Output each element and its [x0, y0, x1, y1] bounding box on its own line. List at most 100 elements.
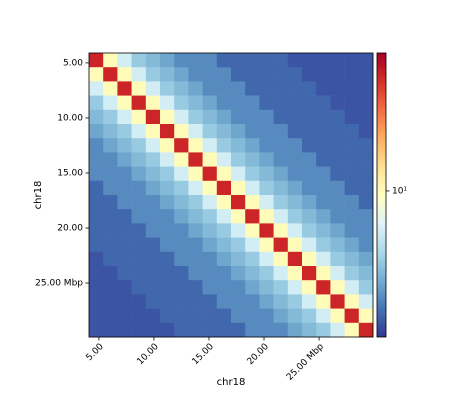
- heatmap-cell: [287, 322, 303, 338]
- heatmap-cell: [358, 209, 374, 224]
- heatmap-cell: [145, 53, 161, 68]
- heatmap-cell: [174, 152, 189, 167]
- heatmap-cell: [145, 109, 161, 125]
- heatmap-cell: [302, 124, 317, 139]
- heatmap-cell: [287, 280, 303, 295]
- heatmap-cell: [259, 95, 274, 111]
- heatmap-cell: [245, 294, 260, 309]
- heatmap-cell: [273, 152, 289, 167]
- heatmap-cell: [216, 166, 232, 182]
- heatmap-cell: [89, 81, 104, 96]
- x-tick-label: 25.00 Mbp: [285, 342, 326, 383]
- heatmap-cell: [145, 138, 161, 153]
- heatmap-cell: [160, 251, 175, 267]
- heatmap-cell: [358, 166, 374, 182]
- heatmap-cell: [202, 266, 218, 281]
- heatmap-cell: [131, 67, 147, 82]
- heatmap-cell: [302, 209, 317, 224]
- heatmap-cell: [117, 67, 132, 82]
- heatmap-cell: [103, 322, 118, 338]
- heatmap-cell: [287, 166, 303, 182]
- heatmap-cell: [103, 266, 118, 281]
- heatmap-cell: [103, 195, 118, 210]
- heatmap-cell: [202, 322, 218, 338]
- heatmap-cell: [160, 322, 175, 338]
- heatmap-cell: [358, 322, 374, 338]
- heatmap-cell: [216, 308, 232, 324]
- heatmap-cell: [344, 308, 360, 324]
- heatmap-cell: [202, 81, 218, 96]
- heatmap-cell: [231, 266, 246, 281]
- heatmap-cell: [160, 95, 175, 111]
- heatmap-cell: [117, 124, 132, 139]
- y-tick-label: 15.00: [57, 168, 83, 178]
- heatmap-cell: [259, 251, 274, 267]
- heatmap-cell: [316, 81, 331, 96]
- heatmap-cell: [202, 166, 218, 182]
- heatmap-cell: [245, 81, 260, 96]
- heatmap-cell: [358, 109, 374, 125]
- heatmap-cell: [89, 266, 104, 281]
- heatmap-cell: [287, 109, 303, 125]
- heatmap-cell: [259, 308, 274, 324]
- heatmap-cell: [316, 95, 331, 111]
- heatmap-cell: [89, 237, 104, 253]
- x-tick-label: 15.00: [191, 342, 216, 367]
- heatmap-cell: [231, 322, 246, 338]
- y-tick-label: 5.00: [63, 58, 83, 68]
- heatmap-cell: [103, 81, 118, 96]
- heatmap-cell: [202, 308, 218, 324]
- heatmap-cell: [117, 322, 132, 338]
- plot-frame: [88, 52, 374, 338]
- heatmap-cell: [330, 109, 345, 125]
- heatmap-cell: [188, 308, 203, 324]
- heatmap-cell: [89, 180, 104, 196]
- heatmap-cell: [89, 280, 104, 295]
- heatmap-cell: [103, 251, 118, 267]
- heatmap-cell: [145, 209, 161, 224]
- heatmap-cell: [188, 180, 203, 196]
- heatmap-cell: [131, 322, 147, 338]
- heatmap-cell: [89, 152, 104, 167]
- heatmap-cell: [103, 67, 118, 82]
- heatmap-cell: [358, 180, 374, 196]
- y-tick-label: 25.00 Mbp: [35, 279, 83, 289]
- heatmap-cell: [231, 166, 246, 182]
- heatmap-cell: [273, 209, 289, 224]
- heatmap-cell: [344, 294, 360, 309]
- heatmap-cell: [216, 251, 232, 267]
- x-tick-label: 20.00: [246, 342, 271, 367]
- heatmap-cell: [131, 280, 147, 295]
- heatmap-cell: [117, 195, 132, 210]
- heatmap-cell: [103, 166, 118, 182]
- heatmap-cell: [160, 195, 175, 210]
- heatmap-cell: [316, 166, 331, 182]
- heatmap-cell: [131, 152, 147, 167]
- heatmap-cell: [89, 109, 104, 125]
- x-tick-label: 5.00: [85, 342, 106, 363]
- heatmap-cell: [358, 266, 374, 281]
- heatmap-cell: [145, 195, 161, 210]
- heatmap-cell: [259, 294, 274, 309]
- heatmap-cell: [245, 280, 260, 295]
- heatmap-cell: [316, 209, 331, 224]
- heatmap-cell: [273, 322, 289, 338]
- heatmap-cell: [287, 237, 303, 253]
- heatmap-cell: [344, 124, 360, 139]
- heatmap-cell: [103, 138, 118, 153]
- heatmap-cell: [330, 294, 345, 309]
- heatmap-cell: [358, 124, 374, 139]
- heatmap-cell: [145, 67, 161, 82]
- heatmap-cell: [302, 180, 317, 196]
- heatmap-cell: [302, 251, 317, 267]
- heatmap-cell: [103, 237, 118, 253]
- heatmap-cell: [316, 223, 331, 238]
- heatmap-cell: [287, 124, 303, 139]
- heatmap-cell: [117, 237, 132, 253]
- heatmap-cell: [89, 67, 104, 82]
- heatmap-cell: [245, 237, 260, 253]
- colorbar-tick-label: 10¹: [392, 186, 407, 196]
- heatmap-cell: [231, 308, 246, 324]
- heatmap-cell: [103, 152, 118, 167]
- heatmap-cell: [202, 53, 218, 68]
